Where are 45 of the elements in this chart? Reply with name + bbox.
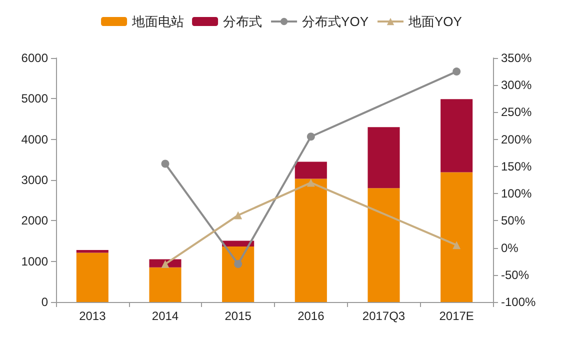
point [234,211,242,220]
y2-tick-label: -100% [501,295,536,309]
legend-label: 分布式YOY [302,14,369,29]
y-tick-label: 5000 [21,92,48,106]
y2-tick-label: 250% [501,105,532,120]
y-tick-label: 6000 [21,51,48,65]
x-tick-label: 2015 [224,309,252,323]
bar [149,267,182,302]
legend-label: 地面YOY [408,14,462,29]
y-tick-label: 4000 [21,132,48,146]
point [306,178,315,187]
point [161,260,170,268]
y-tick-label: 2000 [21,214,48,228]
x-tick-label: 2014 [152,309,179,323]
point [161,160,170,168]
y2-tick-label: 150% [501,159,532,174]
bar [76,252,108,302]
bar [440,172,473,302]
bar [294,162,327,179]
point [452,241,461,250]
y2-tick-label: 200% [501,132,532,146]
bar [368,188,400,302]
point [452,68,461,76]
y2-tick-label: 300% [501,78,532,92]
y-tick-label: 1000 [21,254,48,268]
y2-tick-label: -50% [501,268,530,282]
y2-tick-label: 0% [501,240,519,255]
x-tick-label: 2013 [79,309,106,323]
bar [294,178,327,302]
legend-label: 分布式 [223,14,262,29]
y2-tick-label: 350% [501,51,532,65]
bar [440,99,473,172]
x-tick-label: 2016 [298,309,325,323]
bar [222,246,254,302]
bar [368,127,400,188]
x-tick-label: 2017Q3 [362,309,406,323]
x-tick-label: 2017E [439,309,474,323]
bar [76,250,108,253]
point [306,132,315,141]
y-tick-label: 3000 [21,173,48,187]
y-tick-label: 0 [41,295,48,309]
point [234,260,242,268]
legend-label: 地面电站 [131,14,184,29]
y2-tick-label: 100% [501,186,532,201]
y2-tick-label: 50% [501,214,526,228]
